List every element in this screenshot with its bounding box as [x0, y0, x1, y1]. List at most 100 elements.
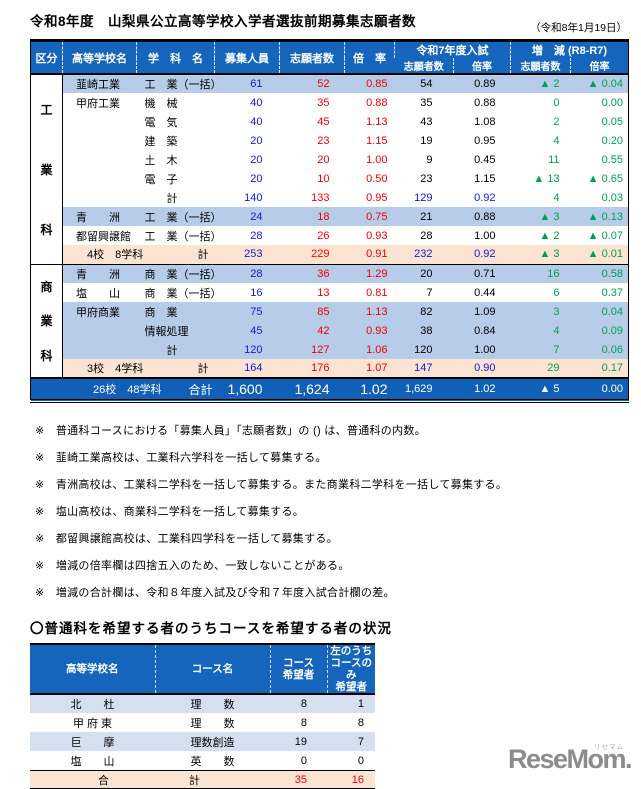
table-cell: 129: [394, 188, 454, 207]
table-cell: 0.84: [453, 321, 511, 340]
table-cell: [62, 169, 137, 188]
table-cell: 7: [327, 732, 375, 752]
table-cell: 0.05: [570, 112, 629, 131]
table-cell: 8: [270, 694, 327, 714]
table-cell: ▲ 3: [510, 207, 571, 226]
col-header-school: 高等学校名: [62, 40, 137, 74]
table-cell: 1.00: [453, 226, 511, 245]
col-header-diff-applicants: 志願者数: [510, 58, 571, 74]
table-cell: 120: [394, 340, 454, 359]
course-table: 高等学校名 コース名 コース 希望者 左のうち コースのみ 希望者 北 杜理 数…: [30, 643, 375, 789]
table-cell: 0.93: [344, 226, 395, 245]
note: ※ 都留興譲館高校は、工業科四学科を一括して募集する。: [35, 533, 338, 545]
table-cell: ▲ 5: [510, 377, 571, 401]
table-row: 土 木 20 20 1.00 9 0.45 11 0.55: [31, 150, 629, 169]
table-cell: 合計: [136, 377, 215, 401]
table-cell: 0.04: [570, 302, 629, 321]
table-cell: 229: [279, 245, 345, 264]
table-cell: 0.92: [453, 245, 511, 264]
table-cell: 43: [394, 112, 454, 131]
table-cell: 176: [279, 359, 345, 378]
table-cell: 23: [279, 131, 345, 150]
table-cell: ▲ 13: [510, 169, 571, 188]
table-row: 4校 8学科計 253 229 0.91 232 0.92 ▲ 3 ▲ 0.01: [31, 245, 629, 264]
table-cell: 青 洲: [62, 207, 137, 226]
table-cell: 甲 府 東: [30, 713, 155, 733]
table-cell: 0.91: [344, 245, 395, 264]
table-cell: 28: [214, 226, 280, 245]
table-cell: 16: [214, 283, 280, 302]
logo-text: ReseMom.: [508, 744, 633, 774]
note: ※ 増減の合計欄は、令和８年度入試及び令和７年度入試合計欄の差。: [35, 587, 395, 599]
table-cell: 1.02: [344, 377, 395, 401]
table-cell: 0.71: [453, 263, 511, 283]
table-row: 電 気 40 45 1.13 43 1.08 2 0.05: [31, 112, 629, 131]
table-cell: ▲ 3: [510, 245, 571, 264]
table-row: 電 子 20 10 0.50 23 1.15 ▲ 13 ▲ 0.65: [31, 169, 629, 188]
notes-list: ※ 普通科コースにおける「募集人員」「志願者数」の () は、普通科の内数。 ※…: [30, 420, 641, 609]
table-cell: 164: [214, 359, 280, 378]
table-cell: 1,600: [214, 377, 280, 401]
col-header-department: 学 科 名: [136, 40, 215, 74]
table-cell: 85: [279, 302, 345, 321]
table-cell: 20: [214, 150, 280, 169]
note: ※ 増減の倍率欄は四捨五入のため、一致しないことがある。: [35, 560, 350, 572]
table-cell: 0.90: [453, 359, 511, 378]
table-cell: 28: [214, 263, 280, 283]
table-cell: 4校 8学科: [62, 245, 143, 264]
table-cell: 理 数: [155, 713, 270, 733]
table-cell: 計: [136, 188, 215, 207]
col-header-course-wishers: コース 希望者: [269, 644, 327, 696]
category-cell: 工業科: [30, 73, 63, 264]
table-cell: 120: [214, 340, 280, 359]
section-title: 〇普通科を希望する者のうちコースを希望する者の状況: [30, 621, 392, 636]
table-cell: 7: [510, 340, 571, 359]
table-cell: 0.20: [570, 131, 629, 150]
table-cell: 36: [279, 263, 345, 283]
table-cell: 10: [279, 169, 345, 188]
table-cell: [62, 340, 137, 359]
table-cell: 0.50: [344, 169, 395, 188]
table-cell: ▲ 0.04: [570, 73, 629, 93]
table-cell: 0.44: [453, 283, 511, 302]
table-row: 計 140 133 0.95 129 0.92 4 0.03: [31, 188, 629, 207]
logo-ruby-text: リセマム: [594, 744, 624, 751]
table-cell: 理 数: [155, 694, 270, 714]
table-cell: 1.06: [344, 340, 395, 359]
table-cell: 塩 山: [62, 283, 137, 302]
table-row: 3校 4学科計 164 176 1.07 147 0.90 29 0.17: [31, 359, 629, 378]
table-cell: 商 業（一括）: [136, 283, 222, 302]
table-cell: 45: [214, 321, 280, 340]
table-cell: 0.93: [344, 321, 395, 340]
table-cell: 0.00: [570, 93, 629, 112]
table-cell: 8: [327, 713, 375, 733]
table-cell: 1.29: [344, 263, 395, 283]
table-cell: 工 業（一括）: [136, 207, 222, 226]
table-cell: 35: [394, 93, 454, 112]
table-cell: 0.03: [570, 188, 629, 207]
table-cell: 42: [279, 321, 345, 340]
table-cell: 計: [136, 245, 215, 264]
table-row: 青 洲工 業（一括） 24 18 0.75 21 0.88 ▲ 3 ▲ 0.13: [31, 207, 629, 226]
table-cell: 1.13: [344, 112, 395, 131]
table-cell: 巨 摩: [30, 732, 155, 752]
table-cell: ▲ 0.13: [570, 207, 629, 226]
table-cell: 9: [394, 150, 454, 169]
table-cell: 1,624: [279, 377, 345, 401]
table-cell: 塩 山: [30, 751, 155, 771]
table-cell: 0.88: [453, 207, 511, 226]
table-cell: 75: [214, 302, 280, 321]
table-cell: 0.06: [570, 340, 629, 359]
col-header-r7-applicants: 志願者数: [394, 58, 454, 74]
table-cell: 0.55: [570, 150, 629, 169]
table-cell: 甲府工業: [62, 93, 137, 112]
table-cell: 0.37: [570, 283, 629, 302]
table-cell: [62, 131, 137, 150]
table-cell: 23: [394, 169, 454, 188]
table-cell: 0.00: [570, 377, 629, 401]
page-title: 令和8年度 山梨県公立高等学校入学者選抜前期募集志願者数: [30, 14, 417, 29]
category-cell: 商業科: [30, 263, 63, 378]
table-cell: 0.09: [570, 321, 629, 340]
